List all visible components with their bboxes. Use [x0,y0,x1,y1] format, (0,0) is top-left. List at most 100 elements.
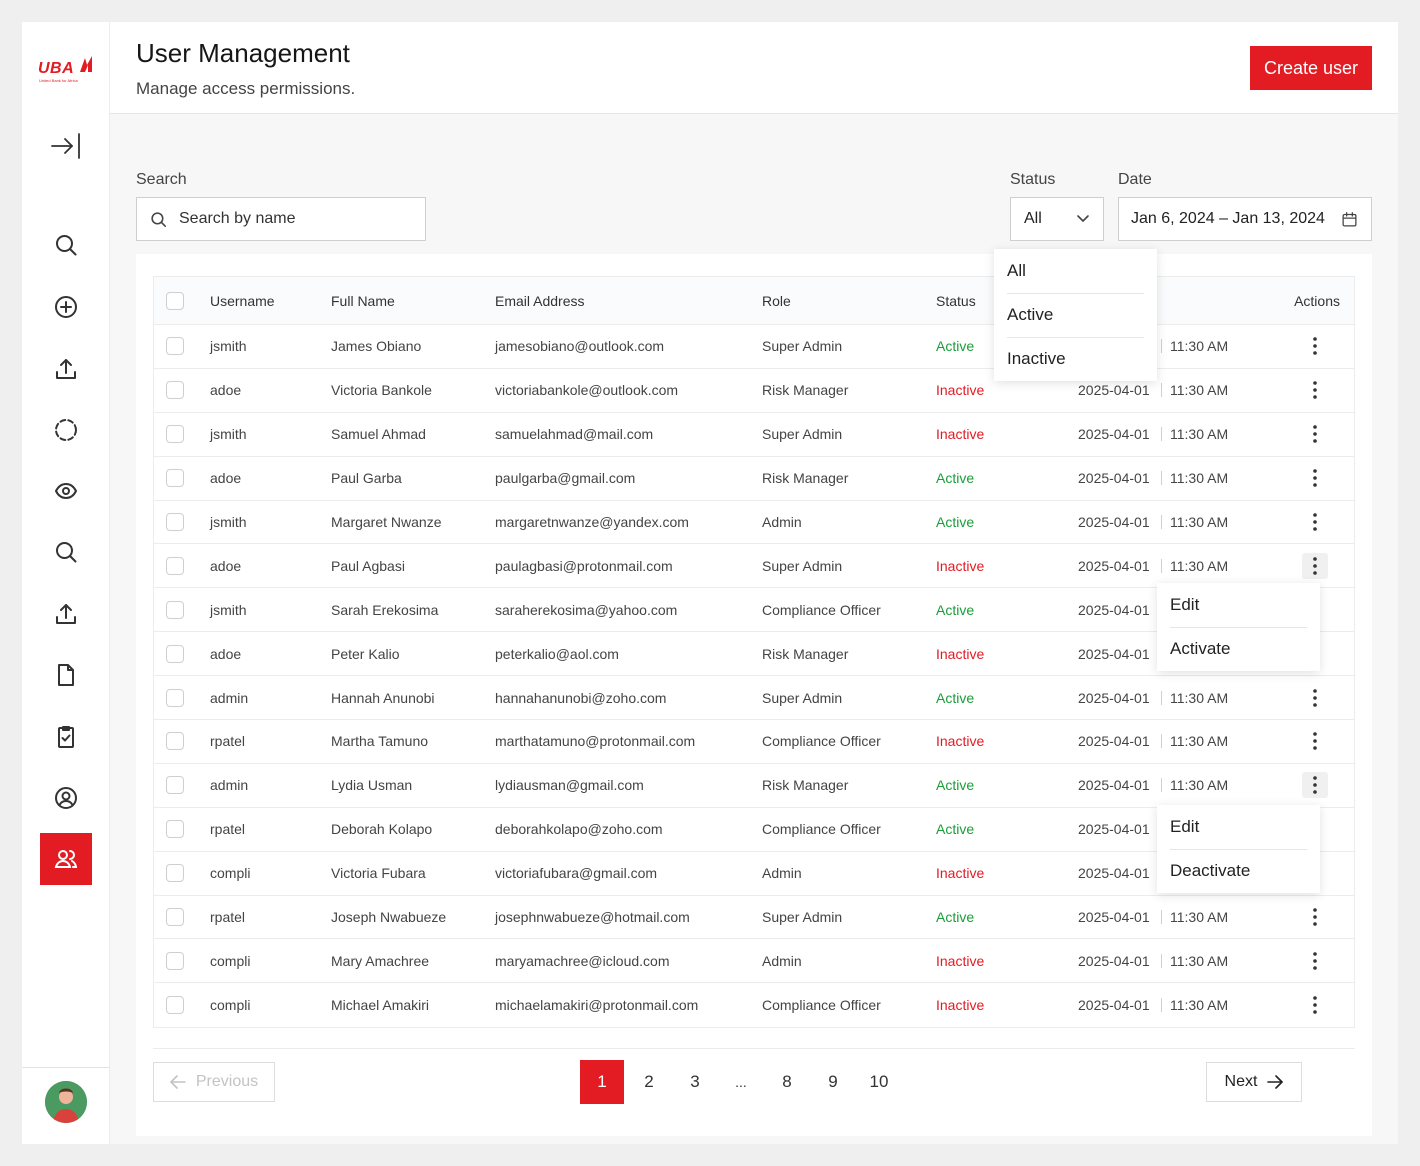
cell-email: margaretnwanze@yandex.com [495,514,689,530]
search-input[interactable] [179,208,419,230]
cell-email: maryamachree@icloud.com [495,952,670,969]
row-checkbox[interactable] [166,381,184,400]
row-checkbox[interactable] [166,996,184,1015]
page-button[interactable]: 1 [580,1060,624,1104]
row-checkbox[interactable] [166,337,184,356]
row-actions-button[interactable] [1302,465,1328,491]
row-checkbox[interactable] [166,644,184,663]
cell-role: Admin [762,952,802,969]
cell-username: rpatel [210,821,246,838]
status-badge: Inactive [936,426,985,443]
status-select[interactable]: All [1010,197,1104,241]
row-actions-button[interactable] [1302,772,1328,799]
sidebar-item-users[interactable] [40,833,92,885]
row-actions-button[interactable] [1302,552,1328,579]
date-time-divider [1161,427,1162,442]
page-button[interactable]: 3 [690,1072,700,1091]
cell-role: Risk Manager [762,470,849,487]
row-actions-button[interactable] [1302,948,1328,974]
sidebar-item-profile[interactable] [40,772,92,824]
row-actions-button[interactable] [1302,333,1328,359]
cell-username: rpatel [210,733,246,750]
cell-username: admin [210,777,249,794]
status-option-inactive[interactable]: Inactive [994,337,1157,381]
select-all-checkbox[interactable] [166,291,184,310]
row-checkbox[interactable] [166,556,184,575]
sidebar-item-search[interactable] [40,219,92,271]
row-checkbox[interactable] [166,732,184,751]
cell-full-name: Victoria Fubara [331,865,426,882]
row-checkbox[interactable] [166,469,184,488]
search-field[interactable] [136,197,426,241]
cell-role: Risk Manager [762,382,849,399]
column-actions: Actions [1294,292,1340,309]
sidebar-item-lookup[interactable] [40,526,92,578]
page-button[interactable]: 2 [644,1072,654,1091]
cell-role: Risk Manager [762,645,849,662]
row-actions-button[interactable] [1302,992,1328,1018]
row-actions-button[interactable] [1302,904,1328,930]
page-button[interactable]: 8 [782,1072,792,1091]
column-email[interactable]: Email Address [495,292,585,309]
sidebar-item-pending[interactable] [40,404,92,456]
sidebar-collapse-icon[interactable] [50,132,82,160]
row-checkbox[interactable] [166,600,184,619]
row-checkbox[interactable] [166,425,184,444]
kebab-menu-icon [1313,381,1317,400]
cell-date: 2025-04-01 [1078,601,1150,618]
row-actions-button[interactable] [1302,421,1328,447]
row-checkbox[interactable] [166,951,184,970]
row-actions-button[interactable] [1302,728,1328,754]
menu-edit[interactable]: Edit [1170,817,1200,836]
previous-page-button[interactable]: Previous [153,1062,275,1102]
row-checkbox[interactable] [166,513,184,531]
row-checkbox[interactable] [166,864,184,883]
users-icon [54,850,78,868]
cell-email: jamesobiano@outlook.com [495,338,665,355]
sidebar-item-export[interactable] [40,588,92,640]
sidebar-item-view[interactable] [40,465,92,517]
sidebar-item-documents[interactable] [40,649,92,701]
menu-deactivate[interactable]: Deactivate [1157,849,1320,893]
create-user-button[interactable]: Create user [1250,46,1372,90]
status-badge: Active [936,909,975,926]
date-range-value: Jan 6, 2024 – Jan 13, 2024 [1131,210,1325,227]
status-option-active[interactable]: Active [994,293,1157,337]
table-row: jsmith Margaret Nwanze margaretnwanze@yand… [154,501,1354,545]
column-role[interactable]: Role [762,292,791,309]
next-page-button[interactable]: Next [1206,1062,1302,1102]
menu-edit[interactable]: Edit [1170,595,1200,614]
row-checkbox[interactable] [166,688,184,707]
sidebar-item-upload[interactable] [40,343,92,395]
cell-time: 11:30 AM [1170,382,1229,399]
status-badge: Inactive [936,865,985,882]
search-label: Search [136,171,187,188]
sidebar-item-approvals[interactable] [40,711,92,763]
column-full-name[interactable]: Full Name [331,292,395,309]
column-status[interactable]: Status [936,292,976,309]
row-actions-button[interactable] [1302,377,1328,403]
row-actions-button[interactable] [1302,685,1328,711]
cell-role: Admin [762,865,802,882]
avatar[interactable] [45,1081,87,1123]
row-checkbox[interactable] [166,776,184,795]
checklist-icon [58,726,74,748]
status-badge: Active [936,689,975,706]
cell-role: Compliance Officer [762,997,881,1014]
row-checkbox[interactable] [166,820,184,839]
cell-role: Super Admin [762,689,843,706]
menu-activate[interactable]: Activate [1157,627,1320,671]
cell-full-name: Samuel Ahmad [331,426,426,443]
sidebar-item-create[interactable] [40,281,92,333]
column-username[interactable]: Username [210,292,275,309]
status-option-all[interactable]: All [1007,261,1026,280]
cell-time: 11:30 AM [1170,426,1229,443]
row-actions-button[interactable] [1302,509,1328,535]
page-button[interactable]: 9 [828,1072,838,1091]
sidebar-divider [22,1067,110,1068]
row-checkbox[interactable] [166,908,184,927]
date-range-picker[interactable]: Jan 6, 2024 – Jan 13, 2024 [1118,197,1372,241]
kebab-menu-icon [1313,513,1317,531]
cell-date: 2025-04-01 [1078,470,1150,487]
page-button[interactable]: 10 [869,1072,889,1091]
